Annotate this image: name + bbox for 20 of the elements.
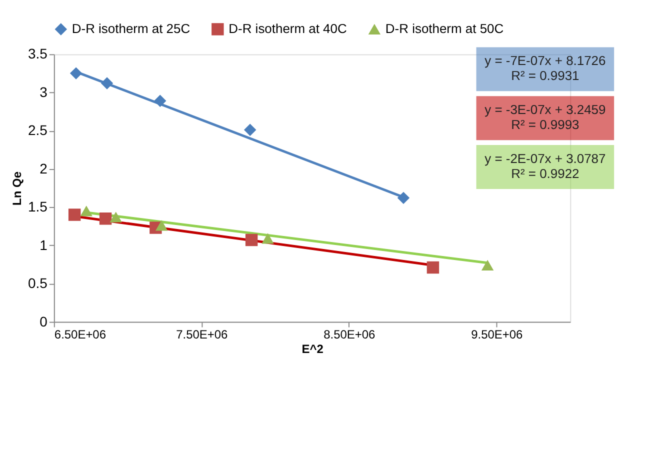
y-tick-label: 0 — [40, 313, 48, 330]
legend-label: D-R isotherm at 40C — [228, 21, 347, 36]
y-tick-label: 1.5 — [28, 198, 48, 215]
y-tick-label: 3.5 — [28, 46, 48, 62]
x-tick-label: 8.50E+06 — [324, 327, 376, 342]
legend-label: D-R isotherm at 50C — [385, 21, 504, 36]
y-tick-label: 1 — [40, 236, 48, 253]
y-axis-title: Ln Qe — [10, 171, 24, 206]
x-tick-label: 9.50E+06 — [471, 327, 524, 342]
y-tick-label: 0.5 — [28, 275, 48, 292]
x-tick-label: 7.50E+06 — [176, 327, 228, 342]
annotation: y = -2E-07x + 3.0787 R² = 0.9922 — [484, 151, 606, 182]
annotation: y = -3E-07x + 3.2459 R² = 0.9993 — [484, 102, 606, 132]
x-tick-label: 6.50E+06 — [54, 327, 106, 342]
annotation: y = -7E-07x + 8.1726 R² = 0.9931 — [484, 53, 606, 84]
y-tick-label: 2 — [40, 160, 48, 176]
y-tick-label: 3 — [40, 84, 48, 100]
legend-label: D-R isotherm at 25C — [72, 21, 190, 36]
y-tick-label: 2.5 — [28, 122, 48, 138]
x-axis-title: E^2 — [302, 342, 324, 356]
